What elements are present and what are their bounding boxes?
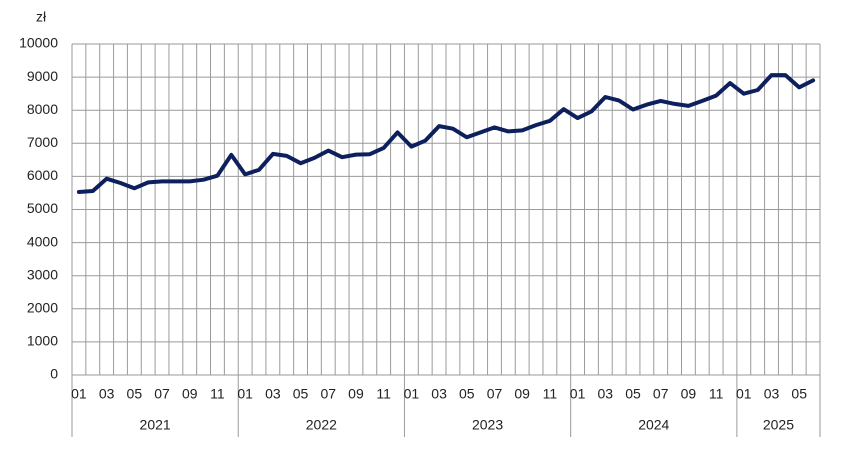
x-tick-label: 11	[543, 386, 558, 402]
x-tick-label: 01	[71, 386, 87, 402]
y-tick-label: 5000	[27, 200, 58, 216]
y-tick-label: 1000	[27, 333, 58, 349]
x-tick-label: 01	[237, 386, 253, 402]
y-tick-label: 9000	[27, 68, 58, 84]
x-tick-label: 03	[764, 386, 780, 402]
group-label: 2023	[472, 417, 503, 433]
x-tick-label: 09	[182, 386, 198, 402]
y-tick-label: 3000	[27, 266, 58, 282]
x-tick-label: 01	[404, 386, 420, 402]
group-label: 2022	[306, 417, 337, 433]
x-tick-label: 11	[709, 386, 724, 402]
x-tick-label: 01	[736, 386, 752, 402]
y-tick-label: 0	[50, 366, 58, 382]
y-tick-label: 2000	[27, 300, 58, 316]
x-tick-label: 03	[99, 386, 115, 402]
y-tick-label: 4000	[27, 233, 58, 249]
x-tick-label: 07	[154, 386, 170, 402]
y-tick-label: 7000	[27, 134, 58, 150]
x-tick-label: 03	[431, 386, 447, 402]
x-tick-label: 11	[376, 386, 391, 402]
group-label: 2025	[763, 417, 794, 433]
x-tick-label: 05	[791, 386, 807, 402]
x-tick-label: 01	[570, 386, 586, 402]
group-label: 2021	[140, 417, 171, 433]
y-tick-label: 6000	[27, 167, 58, 183]
x-tick-label: 11	[210, 386, 225, 402]
x-tick-label: 07	[487, 386, 503, 402]
x-tick-label: 03	[265, 386, 281, 402]
x-tick-label: 07	[320, 386, 336, 402]
x-tick-label: 09	[514, 386, 530, 402]
x-tick-label: 09	[681, 386, 697, 402]
x-tick-label: 05	[459, 386, 475, 402]
x-tick-label: 05	[625, 386, 641, 402]
x-tick-label: 05	[293, 386, 309, 402]
y-tick-label: 8000	[27, 101, 58, 117]
x-tick-label: 03	[598, 386, 614, 402]
group-label: 2024	[638, 417, 669, 433]
data-line	[76, 73, 816, 194]
y-tick-label: 10000	[19, 35, 58, 51]
x-tick-label: 05	[127, 386, 143, 402]
x-tick-label: 07	[653, 386, 669, 402]
y-axis-label: zł	[36, 9, 47, 25]
x-tick-label: 09	[348, 386, 364, 402]
